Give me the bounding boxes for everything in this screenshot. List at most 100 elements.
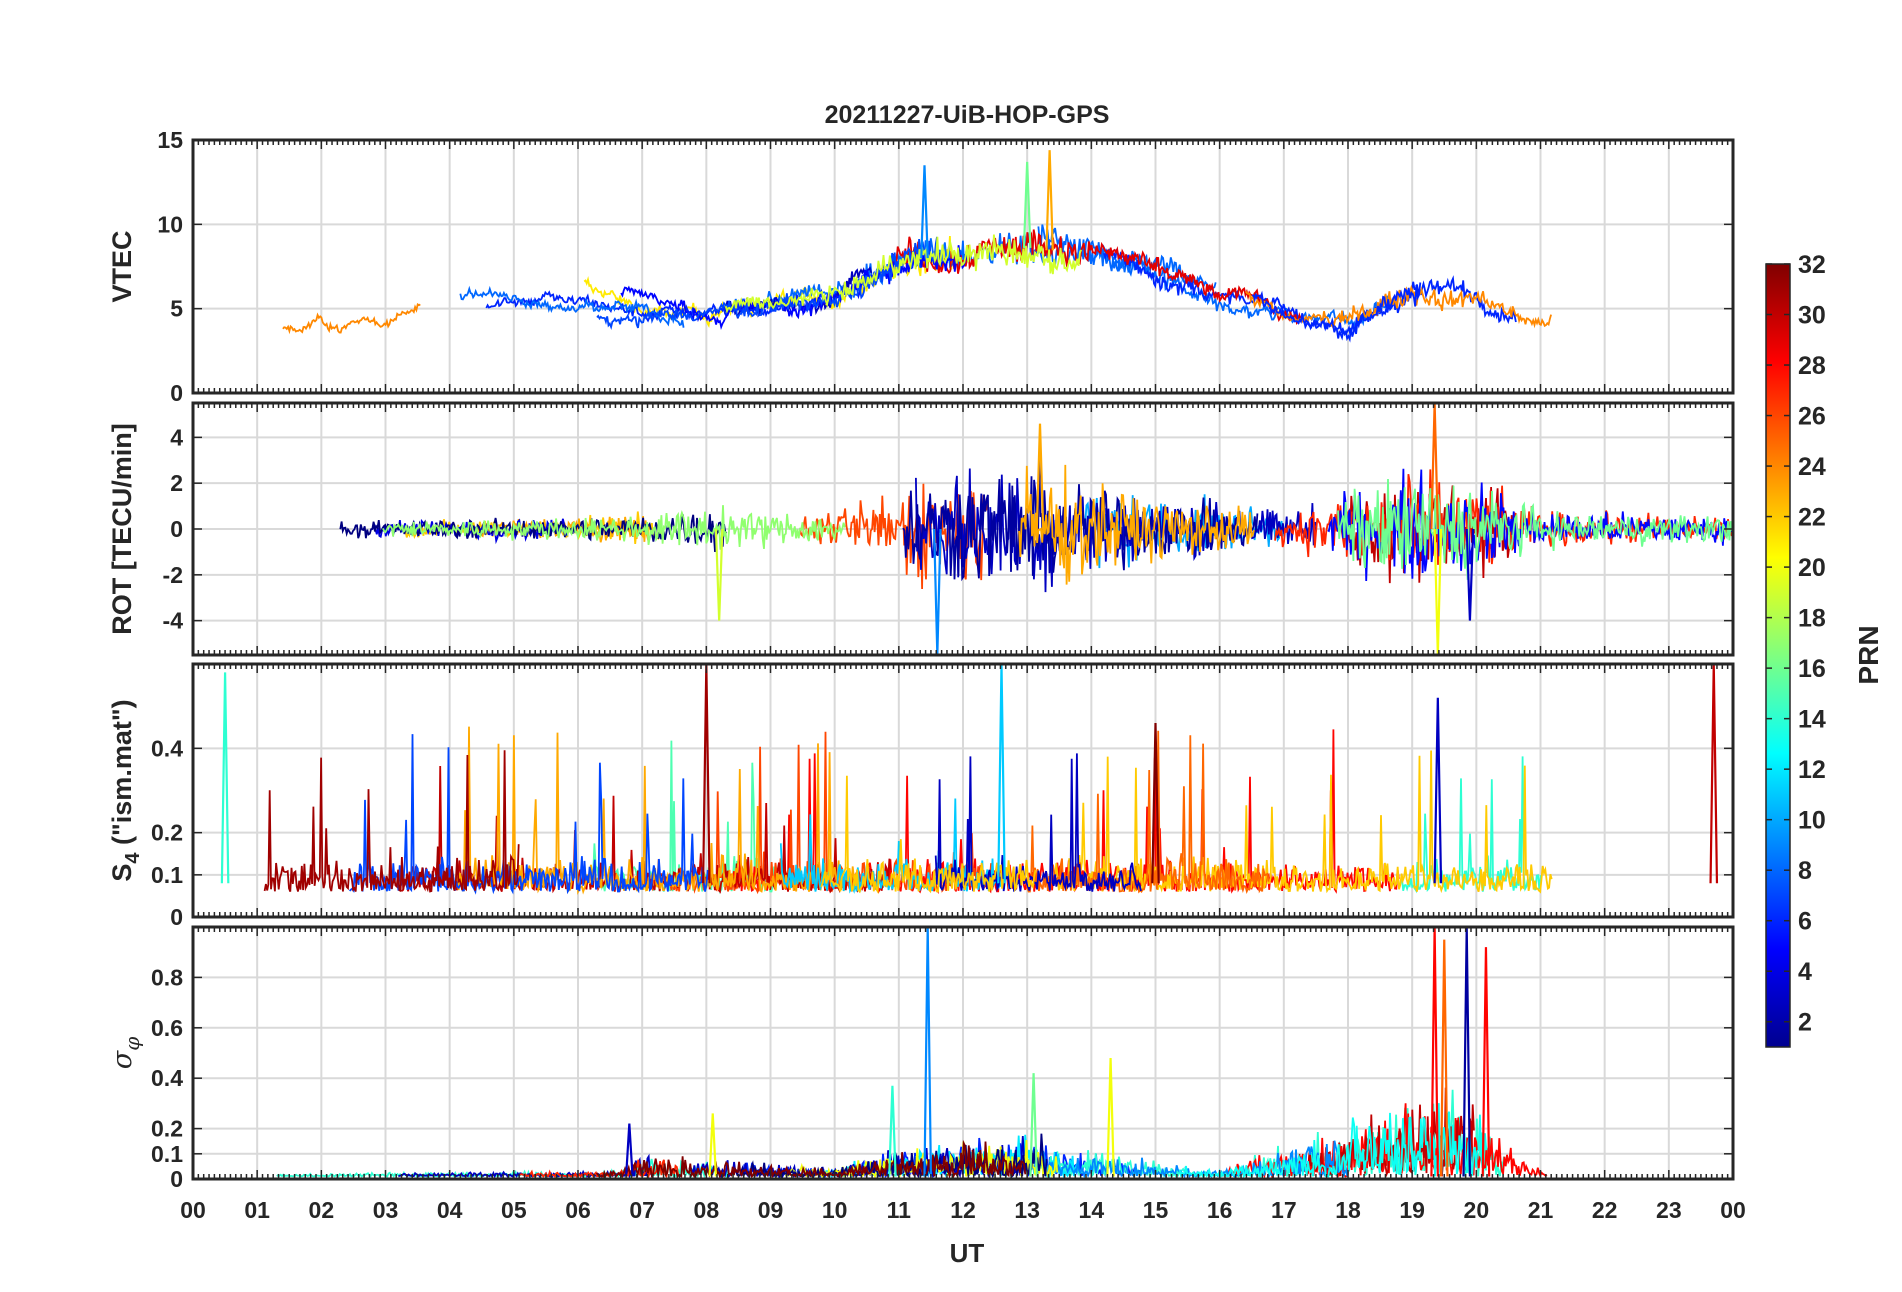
s4-spike-prn-32 xyxy=(1151,723,1160,884)
x-tick-label: 07 xyxy=(629,1197,655,1223)
colorbar-tick-label: 6 xyxy=(1798,908,1812,936)
rot-ytick-label: -4 xyxy=(163,608,184,634)
colorbar-tick-label: 24 xyxy=(1798,453,1826,481)
vtec-ytick-label: 0 xyxy=(170,380,183,406)
vtec-ytick-label: 15 xyxy=(157,127,183,153)
x-tick-label: 08 xyxy=(694,1197,720,1223)
s4-trace-prn-22 xyxy=(820,775,1037,895)
s4-spike-prn-3 xyxy=(1433,697,1443,884)
x-tick-label: 00 xyxy=(1720,1197,1746,1223)
sigma_phi-ytick-label: 0.8 xyxy=(151,964,183,990)
colorbar-tick-label: 28 xyxy=(1798,352,1826,380)
vtec-spike-prn-23 xyxy=(1045,150,1054,251)
sigma_phi-ytick-label: 0 xyxy=(170,1166,183,1192)
rot-spike-prn-3 xyxy=(1465,528,1475,621)
colorbar-label: PRN xyxy=(1853,625,1884,684)
rot-ylabel: ROT [TECU/min] xyxy=(107,423,137,634)
vtec-trace-prn-24 xyxy=(282,302,421,335)
colorbar-tick-label: 4 xyxy=(1798,958,1812,986)
colorbar-tick-label: 16 xyxy=(1798,655,1826,683)
s4-panel: 0 0.1 0.2 0.4 S4 ("ism.mat") xyxy=(107,662,1735,930)
sigma_phi-spike-prn-3 xyxy=(625,1123,634,1177)
x-tick-label: 23 xyxy=(1656,1197,1682,1223)
x-tick-label: 00 xyxy=(180,1197,206,1223)
sigma_phi-spike-prn-20 xyxy=(1106,1058,1115,1177)
vtec-traces xyxy=(282,150,1552,343)
x-tick-label: 09 xyxy=(758,1197,784,1223)
sigma_phi-trace-prn-32 xyxy=(595,1139,1027,1179)
sigma_phi-spike-prn-9 xyxy=(923,927,933,1177)
s4-ticks xyxy=(192,664,1734,918)
sigma_phi-ytick-label: 0.1 xyxy=(151,1141,183,1167)
x-tick-label: 12 xyxy=(950,1197,976,1223)
x-tick-label: 22 xyxy=(1592,1197,1618,1223)
rot-ticks xyxy=(192,403,1734,655)
rot-trace-prn-17 xyxy=(382,505,846,550)
vtec-trace-prn-29 xyxy=(891,229,1302,326)
rot-ytick-label: 2 xyxy=(170,470,183,496)
sigma_phi-trace-prn-13 xyxy=(1178,1103,1488,1179)
sigma_phi-spike-prn-28 xyxy=(1430,927,1439,1177)
rot-spike-prn-23 xyxy=(1035,423,1045,530)
x-tick-label: 10 xyxy=(822,1197,848,1223)
vtec-ytick-label: 5 xyxy=(170,296,183,322)
colorbar-tick-label: 20 xyxy=(1798,554,1826,582)
sigma_phi-ylabel: σφ xyxy=(107,1037,144,1069)
rot-ytick-label: 0 xyxy=(170,516,183,542)
colorbar-tick-label: 32 xyxy=(1798,251,1826,279)
sigma_phi-traces xyxy=(276,927,1548,1179)
colorbar-tick-label: 26 xyxy=(1798,403,1826,431)
vtec-trace-prn-8 xyxy=(459,285,685,328)
colorbar-tick-label: 18 xyxy=(1798,605,1826,633)
colorbar-tick-label: 2 xyxy=(1798,1009,1812,1037)
rot-trace-prn-4 xyxy=(371,518,571,545)
vtec-ylabel: VTEC xyxy=(107,230,137,302)
x-tick-label: 02 xyxy=(309,1197,335,1223)
sigma_phi-spike-prn-2 xyxy=(1462,927,1472,1177)
colorbar-tick-label: 14 xyxy=(1798,706,1826,734)
rot-spike-prn-19 xyxy=(714,528,724,621)
colorbar-tick-label: 12 xyxy=(1798,756,1826,784)
vtec-ytick-label: 10 xyxy=(157,211,183,237)
x-tick-label: 13 xyxy=(1014,1197,1040,1223)
rot-ytick-label: 4 xyxy=(170,424,183,450)
chart-title: 20211227-UiB-HOP-GPS xyxy=(825,101,1110,129)
x-tick-label: 17 xyxy=(1271,1197,1297,1223)
x-tick-label: 05 xyxy=(501,1197,527,1223)
x-tick-label: 21 xyxy=(1528,1197,1554,1223)
sigma_phi-ticks xyxy=(192,927,1734,1180)
sigma_phi-ytick-label: 0.2 xyxy=(151,1116,183,1142)
s4-spike-prn-30 xyxy=(1709,664,1719,884)
s4-traces xyxy=(220,664,1719,895)
x-tick-label: 01 xyxy=(244,1197,270,1223)
vtec-spike-prn-9 xyxy=(920,165,929,259)
x-axis-label: UT xyxy=(950,1238,985,1268)
s4-ytick-label: 0.4 xyxy=(151,735,183,761)
s4-trace-prn-31 xyxy=(263,750,520,893)
sigma_phi-ytick-label: 0.6 xyxy=(151,1015,183,1041)
s4-spike-prn-14 xyxy=(220,672,230,884)
x-tick-label: 11 xyxy=(887,1197,912,1223)
rot-ytick-label: -2 xyxy=(163,562,183,588)
rot-trace-prn-26 xyxy=(798,483,989,590)
sigma-phi-panel: 00.10.2 0.4 0.6 0.8 σφ xyxy=(107,925,1735,1192)
vtec-panel: 0 5 10 15 VTEC xyxy=(107,127,1735,406)
s4-ytick-label: 0.1 xyxy=(151,862,183,888)
x-tick-label: 03 xyxy=(373,1197,399,1223)
rot-spike-prn-25 xyxy=(1430,403,1439,530)
sigma_phi-spike-prn-28 xyxy=(1481,947,1491,1177)
rot-traces xyxy=(339,403,1733,655)
colorbar-tick-label: 10 xyxy=(1798,807,1826,835)
x-tick-label: 16 xyxy=(1207,1197,1233,1223)
vtec-spike-prn-16 xyxy=(1022,161,1032,248)
vtec-trace-prn-7 xyxy=(596,236,938,330)
s4-trace-prn-22 xyxy=(1054,750,1553,894)
x-tick-label: 18 xyxy=(1335,1197,1361,1223)
rot-trace-prn-23 xyxy=(1018,464,1255,585)
rot-spike-prn-20 xyxy=(1433,528,1443,655)
rot-panel: -4 -2 0 2 4 ROT [TECU/min] xyxy=(107,401,1735,657)
vtec-trace-prn-19 xyxy=(724,234,1083,314)
sigma_phi-spike-prn-16 xyxy=(1029,1073,1038,1177)
